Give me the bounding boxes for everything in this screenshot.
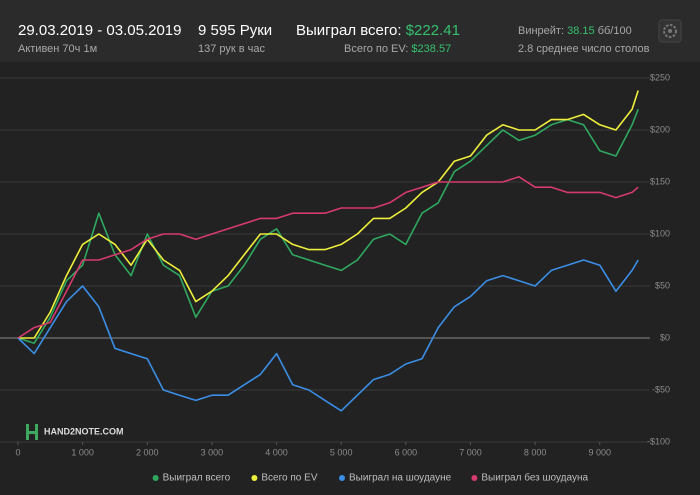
won-value: $222.41 <box>406 22 460 39</box>
winrate-unit: бб/100 <box>598 25 632 37</box>
chart-bg <box>0 62 700 495</box>
legend-label: Выиграл без шоудауна <box>481 472 588 484</box>
series-line <box>18 90 639 339</box>
legend-item[interactable]: Выиграл всего <box>152 473 231 484</box>
legend-label: Выиграл на шоудауне <box>349 473 452 484</box>
winrate-label: Винрейт: <box>518 25 564 37</box>
ev-value: $238.57 <box>411 43 451 55</box>
series-line <box>17 108 639 344</box>
legend-item[interactable]: Всего по EV <box>251 473 318 484</box>
x-tick-label: 4 000 <box>265 447 288 457</box>
x-tick-label: 7 000 <box>459 447 482 457</box>
x-tick-label: 0 <box>15 447 20 457</box>
legend-label: Выиграл всего <box>163 473 231 484</box>
x-tick-label: 8 000 <box>524 447 547 457</box>
y-tick-label: -$50 <box>652 384 670 394</box>
x-tick-label: 5 000 <box>330 447 353 457</box>
dates: 29.03.2019 - 03.05.2019 <box>18 22 181 39</box>
series-line <box>17 176 639 339</box>
x-tick-label: 3 000 <box>201 447 224 457</box>
x-tick-label: 9 000 <box>588 447 611 457</box>
winrate-value: 38.15 <box>567 25 595 37</box>
settings-button[interactable] <box>658 19 682 43</box>
won-label: Выиграл всего: <box>296 22 402 39</box>
legend-swatch <box>251 475 258 481</box>
y-tick-label: $50 <box>655 280 670 290</box>
ev-label: Всего по EV: <box>344 43 408 55</box>
hands-per-hour: 137 рук в час <box>198 43 266 55</box>
header-bg <box>0 0 700 62</box>
x-tick-label: 1 000 <box>71 447 94 457</box>
y-tick-label: $200 <box>650 124 670 134</box>
y-tick-label: $150 <box>650 176 670 186</box>
legend-item[interactable]: Выиграл без шоудауна <box>471 472 588 484</box>
y-tick-label: $100 <box>650 228 670 238</box>
legend-swatch <box>339 475 345 481</box>
winrate: Винрейт: 38.15 бб/100 <box>518 25 632 37</box>
hands: 9 595 Руки <box>198 22 272 39</box>
tables: 2.8 среднее число столов <box>518 43 650 55</box>
ev: Всего по EV: $238.57 <box>344 43 451 55</box>
y-tick-label: $250 <box>650 72 670 82</box>
logo: HAND2NOTE.COM <box>26 424 124 440</box>
legend-item[interactable]: Выиграл на шоудауне <box>339 473 452 484</box>
y-tick-label: -$100 <box>647 436 670 446</box>
legend-swatch <box>152 475 159 481</box>
legend-label: Всего по EV <box>261 473 317 484</box>
won: Выиграл всего: $222.41 <box>296 22 460 39</box>
y-tick-label: $0 <box>660 332 670 342</box>
series-line <box>17 259 639 412</box>
x-tick-label: 6 000 <box>395 447 418 457</box>
active: Активен 70ч 1м <box>18 43 97 55</box>
logo-text: HAND2NOTE.COM <box>44 426 124 436</box>
x-tick-label: 2 000 <box>136 447 159 457</box>
legend-swatch <box>471 475 478 481</box>
